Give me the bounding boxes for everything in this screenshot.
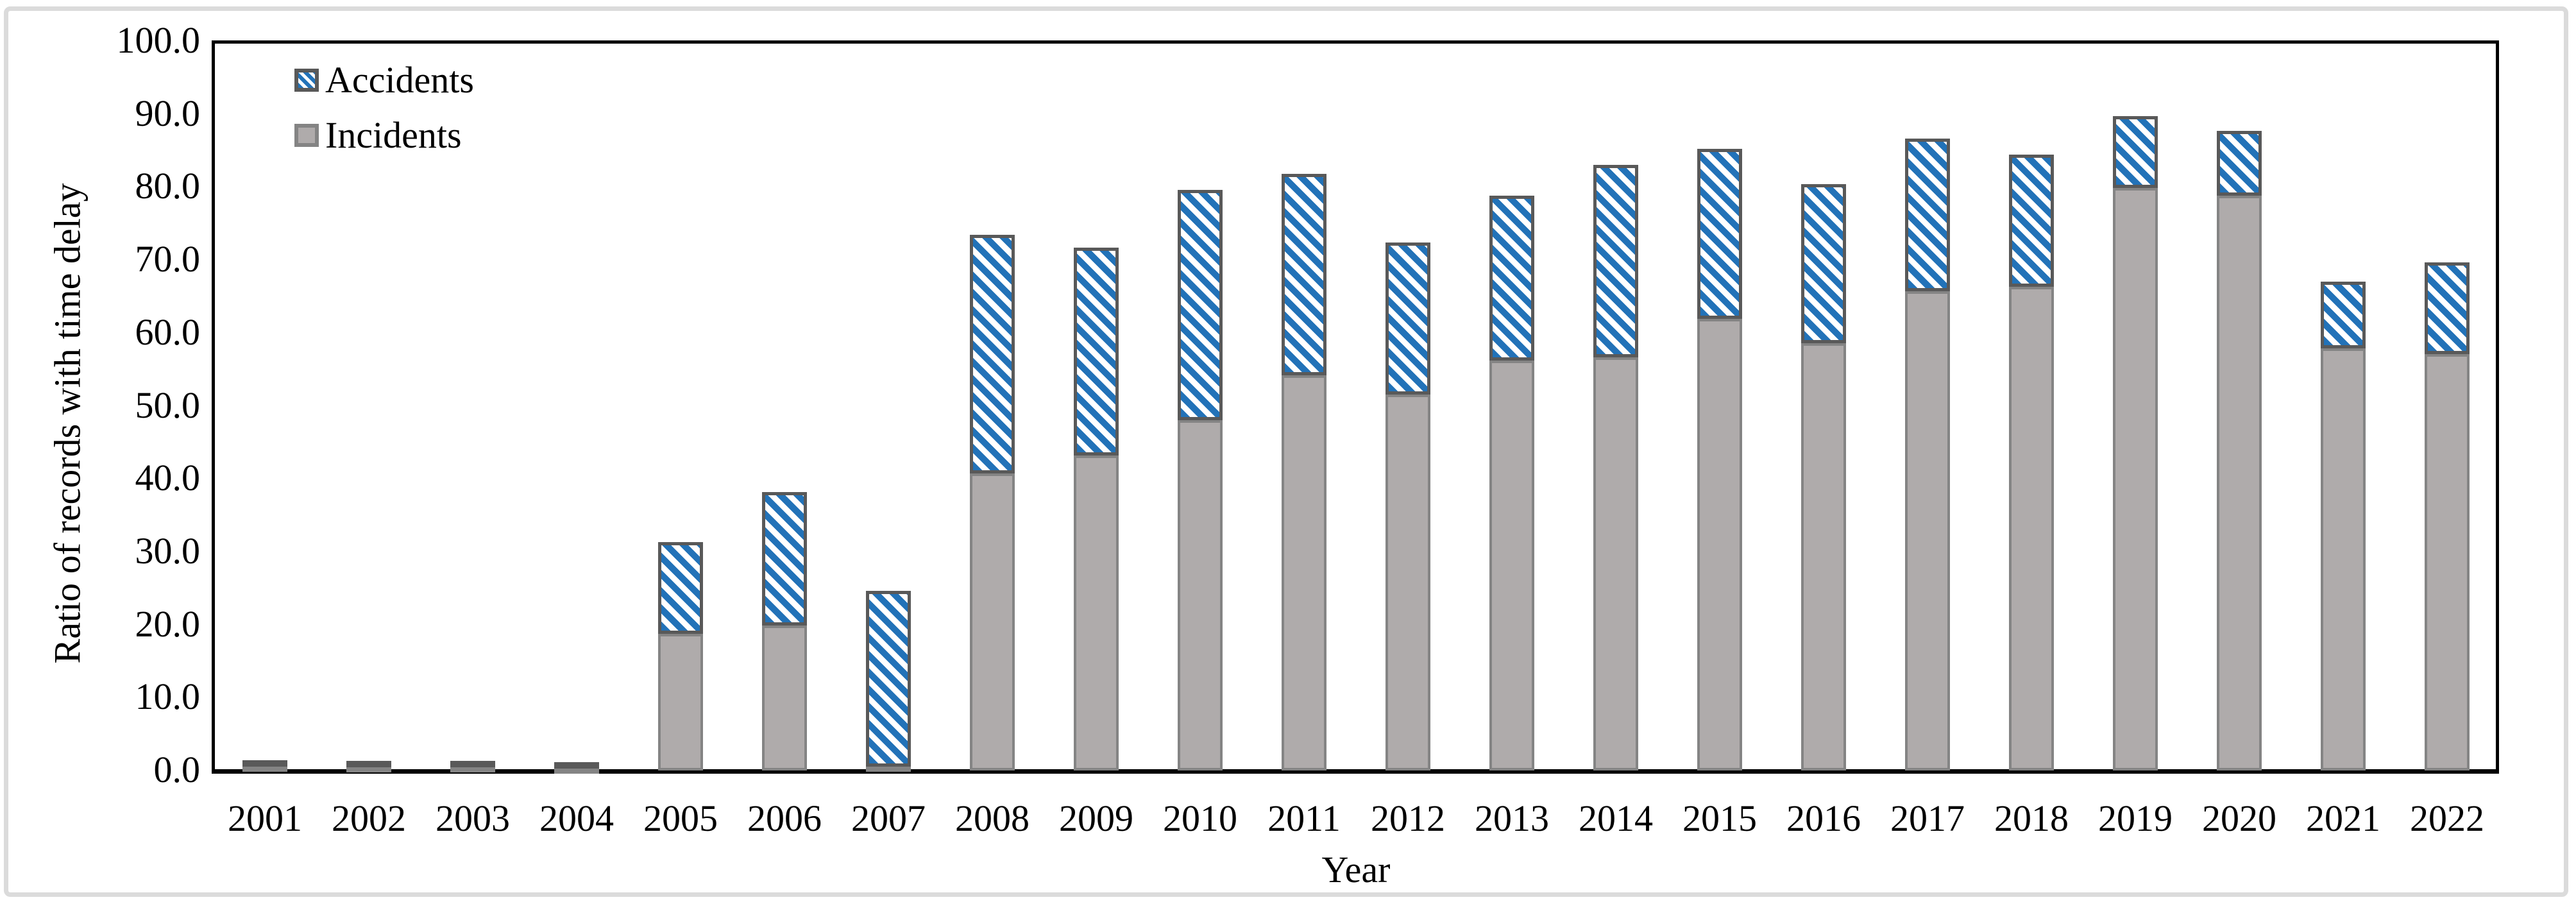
bar-segment-incidents-2015 bbox=[1697, 319, 1742, 770]
bar-segment-accidents-2016 bbox=[1801, 183, 1846, 343]
y-tick-label: 50.0 bbox=[135, 384, 201, 426]
bar-segment-accidents-2015 bbox=[1697, 149, 1742, 319]
x-tick-label: 2013 bbox=[1475, 797, 1549, 839]
x-tick-label: 2008 bbox=[955, 797, 1030, 839]
figure-border bbox=[4, 6, 2568, 897]
x-tick-label: 2021 bbox=[2306, 797, 2380, 839]
x-tick-label: 2018 bbox=[1994, 797, 2069, 839]
bar-segment-accidents-2022 bbox=[2425, 262, 2470, 354]
x-tick-label: 2009 bbox=[1059, 797, 1133, 839]
bar-segment-accidents-2020 bbox=[2217, 130, 2262, 196]
x-tick-label: 2002 bbox=[332, 797, 406, 839]
bar-segment-incidents-2003 bbox=[450, 767, 495, 773]
accidents-hatch-swatch-icon bbox=[294, 69, 319, 92]
y-tick-label: 0.0 bbox=[153, 749, 201, 790]
bar-segment-accidents-2014 bbox=[1593, 165, 1638, 358]
y-tick-label: 100.0 bbox=[116, 19, 201, 61]
legend-label-incidents: Incidents bbox=[325, 114, 462, 156]
bar-segment-incidents-2021 bbox=[2321, 348, 2366, 770]
x-tick-label: 2007 bbox=[851, 797, 926, 839]
y-tick-label: 70.0 bbox=[135, 238, 201, 280]
bar-segment-incidents-2014 bbox=[1593, 357, 1638, 770]
bar-segment-incidents-2022 bbox=[2425, 353, 2470, 770]
x-tick-label: 2006 bbox=[747, 797, 822, 839]
x-tick-label: 2011 bbox=[1267, 797, 1341, 839]
incidents-solid-swatch-icon bbox=[294, 124, 319, 147]
y-tick-label: 80.0 bbox=[135, 165, 201, 207]
bar-segment-incidents-2013 bbox=[1489, 361, 1534, 770]
legend: Accidents Incidents bbox=[294, 62, 474, 176]
legend-item-accidents: Accidents bbox=[294, 62, 474, 99]
bar-segment-incidents-2016 bbox=[1801, 343, 1846, 770]
bar-segment-accidents-2008 bbox=[970, 235, 1015, 474]
y-tick-label: 40.0 bbox=[135, 457, 201, 499]
x-tick-label: 2005 bbox=[643, 797, 718, 839]
x-tick-label: 2017 bbox=[1890, 797, 1965, 839]
plot-area bbox=[212, 40, 2499, 774]
bar-segment-accidents-2003 bbox=[450, 761, 495, 768]
x-tick-label: 2020 bbox=[2202, 797, 2276, 839]
bar-segment-accidents-2010 bbox=[1178, 189, 1223, 421]
x-tick-label: 2015 bbox=[1682, 797, 1757, 839]
x-tick-label: 2004 bbox=[539, 797, 614, 839]
bar-segment-incidents-2017 bbox=[1905, 291, 1950, 770]
x-tick-label: 2012 bbox=[1371, 797, 1445, 839]
x-axis-title: Year bbox=[1321, 849, 1391, 890]
bar-segment-incidents-2012 bbox=[1385, 395, 1430, 770]
bar-segment-incidents-2010 bbox=[1178, 420, 1223, 770]
bar-segment-accidents-2019 bbox=[2113, 116, 2158, 188]
y-tick-label: 60.0 bbox=[135, 311, 201, 353]
bar-segment-incidents-2008 bbox=[970, 473, 1015, 770]
y-tick-label: 30.0 bbox=[135, 529, 201, 572]
bar-segment-accidents-2021 bbox=[2321, 282, 2366, 348]
x-tick-label: 2010 bbox=[1163, 797, 1237, 839]
bar-segment-incidents-2019 bbox=[2113, 187, 2158, 770]
bar-segment-accidents-2012 bbox=[1385, 242, 1430, 395]
legend-item-incidents: Incidents bbox=[294, 117, 474, 154]
bar-segment-accidents-2005 bbox=[658, 542, 703, 634]
x-tick-label: 2014 bbox=[1579, 797, 1653, 839]
bar-segment-accidents-2017 bbox=[1905, 139, 1950, 291]
bar-segment-incidents-2006 bbox=[762, 625, 807, 770]
bar-segment-incidents-2020 bbox=[2217, 196, 2262, 770]
bar-segment-incidents-2011 bbox=[1282, 375, 1326, 770]
bar-segment-incidents-2007 bbox=[866, 767, 911, 772]
bar-segment-accidents-2002 bbox=[346, 761, 391, 768]
bar-segment-accidents-2009 bbox=[1074, 247, 1119, 455]
bar-segment-incidents-2009 bbox=[1074, 455, 1119, 770]
bar-segment-accidents-2004 bbox=[554, 762, 599, 769]
x-tick-label: 2016 bbox=[1786, 797, 1861, 839]
y-tick-label: 10.0 bbox=[135, 676, 201, 718]
bar-segment-incidents-2002 bbox=[346, 767, 391, 773]
y-tick-label: 20.0 bbox=[135, 602, 201, 645]
x-tick-label: 2003 bbox=[436, 797, 510, 839]
bar-segment-incidents-2001 bbox=[242, 767, 287, 772]
legend-label-accidents: Accidents bbox=[325, 59, 474, 101]
bar-segment-incidents-2004 bbox=[554, 768, 599, 774]
bar-segment-incidents-2018 bbox=[2009, 287, 2054, 770]
bar-segment-accidents-2007 bbox=[866, 591, 911, 767]
x-tick-label: 2022 bbox=[2410, 797, 2484, 839]
bar-segment-accidents-2006 bbox=[762, 491, 807, 625]
y-tick-label: 90.0 bbox=[135, 92, 201, 134]
bar-segment-accidents-2018 bbox=[2009, 155, 2054, 287]
x-tick-label: 2019 bbox=[2098, 797, 2173, 839]
x-tick-label: 2001 bbox=[228, 797, 302, 839]
bar-segment-accidents-2013 bbox=[1489, 196, 1534, 361]
bar-segment-accidents-2011 bbox=[1282, 173, 1326, 375]
bar-segment-accidents-2001 bbox=[242, 760, 287, 767]
bar-segment-incidents-2005 bbox=[658, 634, 703, 770]
